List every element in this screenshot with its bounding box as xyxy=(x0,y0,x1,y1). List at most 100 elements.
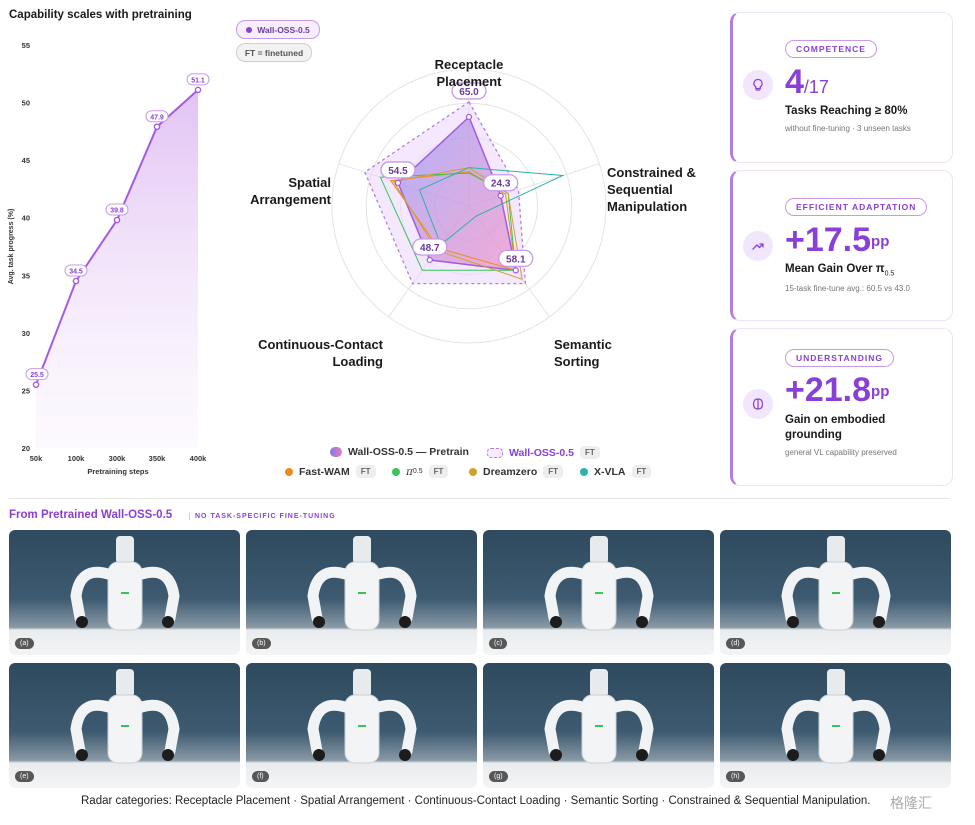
radar-value-pill xyxy=(498,249,534,268)
point-label-pill xyxy=(105,203,129,216)
point-value-label: 39.8 xyxy=(110,208,124,215)
point-value-label: 25.5 xyxy=(30,372,44,379)
x-tick-label: 350k xyxy=(149,454,167,463)
robot-photo: (c) xyxy=(483,530,714,655)
ft-tag: FT xyxy=(631,465,652,478)
point-value-label: 51.1 xyxy=(191,77,205,84)
legend-label: Fast-WAM xyxy=(299,465,350,478)
legend-item-pretrain: Wall-OSS-0.5 — Pretrain xyxy=(330,446,469,458)
robot-photo: (b) xyxy=(246,530,477,655)
dot-icon xyxy=(392,467,400,476)
axis-line: Placement xyxy=(436,74,502,89)
photo-tag: (f) xyxy=(252,771,269,782)
radar-value-label: 58.1 xyxy=(506,254,526,265)
competence-badge: COMPETENCE xyxy=(785,40,877,58)
understanding-sub: general VL capability preserved xyxy=(785,448,897,457)
axis-line: Arrangement xyxy=(250,192,331,207)
adaptation-badge: EFFICIENT ADAPTATION xyxy=(785,198,928,216)
y-axis-label: Avg. task progress (%) xyxy=(8,209,15,285)
x-tick-label: 400k xyxy=(190,454,208,463)
legend-label: X-VLA xyxy=(594,465,626,478)
section-subtitle: NO TASK-SPECIFIC FINE-TUNING xyxy=(189,513,336,520)
dot-icon xyxy=(285,467,293,476)
radar-value-pill xyxy=(412,238,448,256)
robot-illustration-icon xyxy=(780,536,891,631)
radar-chart: 65.0 24.3 58.1 48.7 54.5 xyxy=(331,70,607,344)
y-tick-label: 25 xyxy=(22,386,30,395)
dot-icon xyxy=(246,26,253,33)
legend-item-wall-ft: Wall-OSS-0.5 FT xyxy=(487,446,600,459)
section-title: From Pretrained Wall-OSS-0.5 xyxy=(9,509,173,521)
radar-value-pill xyxy=(451,82,487,100)
legend-pill-ft: FT = finetuned xyxy=(236,43,312,62)
radar-grid-ring xyxy=(331,70,607,344)
line-chart-title: Capability scales with pretraining xyxy=(9,9,192,21)
robot-illustration-icon xyxy=(780,669,891,764)
point-label-pill xyxy=(145,110,169,123)
robot-illustration-icon xyxy=(69,536,180,631)
understanding-number: +21.8 xyxy=(785,371,872,409)
point-value-label: 47.9 xyxy=(150,114,164,121)
photo-tag: (g) xyxy=(489,771,508,782)
legend-label: π xyxy=(406,465,413,478)
x-tick-label: 100k xyxy=(68,454,86,463)
understanding-label: Gain on embodied grounding xyxy=(785,413,885,443)
radar-axis-constrained: Constrained & Sequential Manipulation xyxy=(607,164,696,215)
competence-denom: /17 xyxy=(803,77,829,97)
photo-tag: (c) xyxy=(489,638,508,649)
line-point xyxy=(153,123,161,131)
axis-line: Semantic xyxy=(554,337,612,352)
understanding-unit: pp xyxy=(871,383,890,400)
radar-axis-receptacle: Receptacle Placement xyxy=(430,56,508,90)
axis-line: Sequential xyxy=(607,182,673,197)
adaptation-label-sub: 0.5 xyxy=(884,270,895,278)
adaptation-label-text: Mean Gain Over π xyxy=(785,263,885,275)
robot-photo: (a) xyxy=(9,530,240,655)
ft-tag: FT xyxy=(579,446,600,459)
axis-line: Spatial xyxy=(288,175,331,190)
legend-label: Dreamzero xyxy=(483,465,538,478)
axis-line: Sorting xyxy=(554,354,600,369)
competence-sub: without fine-tuning · 3 unseen tasks xyxy=(785,124,911,133)
x-tick-label: 50k xyxy=(30,454,43,463)
robot-photo: (g) xyxy=(483,663,714,788)
radar-axis-continuous: Continuous-Contact Loading xyxy=(230,336,383,370)
brain-icon xyxy=(743,389,773,419)
axis-line: Loading xyxy=(332,354,383,369)
line-point xyxy=(113,216,121,224)
adaptation-label: Mean Gain Over π0.5 xyxy=(785,262,894,281)
dashed-swatch-icon xyxy=(487,447,503,458)
ft-tag: FT xyxy=(355,465,376,478)
competence-value: 4/17 xyxy=(785,65,829,104)
radar-value-label: 54.5 xyxy=(388,166,408,177)
radar-point xyxy=(394,179,402,187)
line-point xyxy=(72,277,80,285)
legend-sub: 0.5 xyxy=(412,468,423,475)
robot-photo: (f) xyxy=(246,663,477,788)
ft-tag: FT xyxy=(543,465,564,478)
radar-point xyxy=(497,192,504,199)
line-point xyxy=(32,381,40,388)
robot-photo: (d) xyxy=(720,530,951,655)
understanding-label-line: Gain on embodied xyxy=(785,414,886,426)
photo-tag: (e) xyxy=(15,771,34,782)
radar-axis-spatial: Spatial Arrangement xyxy=(236,174,331,208)
radar-series-x-vla xyxy=(418,167,565,246)
radar-value-label: 24.3 xyxy=(491,179,511,190)
axis-line: Receptacle xyxy=(434,57,504,72)
card-competence: COMPETENCE 4/17 Tasks Reaching ≥ 80% wit… xyxy=(730,12,953,163)
radar-point xyxy=(512,267,519,274)
robot-photo: (h) xyxy=(720,663,951,788)
y-tick-label: 55 xyxy=(22,41,30,50)
legend-item-fastwam: Fast-WAM FT xyxy=(285,465,376,478)
adaptation-number: +17.5 xyxy=(785,221,872,259)
adaptation-unit: pp xyxy=(871,233,890,250)
trend-up-icon xyxy=(743,231,773,261)
legend-label: Wall-OSS-0.5 — Pretrain xyxy=(348,446,469,458)
card-understanding: UNDERSTANDING +21.8pp Gain on embodied g… xyxy=(730,328,953,486)
legend-label: Wall-OSS-0.5 xyxy=(509,446,574,459)
y-tick-label: 45 xyxy=(22,156,30,165)
gradient-swatch-icon xyxy=(330,447,342,457)
legend-item-dreamzero: Dreamzero FT xyxy=(469,465,564,478)
competence-number: 4 xyxy=(785,63,804,101)
